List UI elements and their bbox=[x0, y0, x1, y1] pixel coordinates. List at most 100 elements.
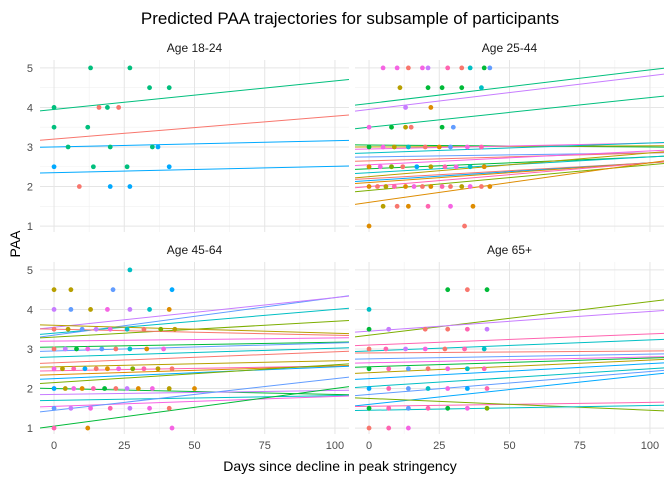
data-point bbox=[192, 386, 197, 391]
x-tick-label: 75 bbox=[259, 440, 271, 452]
trajectory-line bbox=[355, 161, 664, 189]
data-point bbox=[453, 164, 459, 170]
y-tick-label: 5 bbox=[27, 265, 33, 277]
trajectory-line bbox=[355, 362, 664, 380]
data-point bbox=[79, 386, 85, 391]
data-point bbox=[464, 326, 470, 332]
trajectory-line bbox=[355, 358, 664, 374]
trajectory-line bbox=[40, 347, 349, 358]
data-point bbox=[116, 366, 122, 372]
facet-label: Age 65+ bbox=[487, 243, 532, 257]
data-point bbox=[127, 405, 133, 411]
data-point bbox=[425, 85, 431, 91]
data-point bbox=[422, 346, 428, 352]
data-point bbox=[467, 65, 473, 71]
data-point bbox=[462, 346, 467, 352]
data-point bbox=[60, 366, 65, 372]
data-point bbox=[450, 124, 456, 130]
data-point bbox=[107, 326, 113, 332]
data-point bbox=[459, 85, 465, 91]
trajectory-line bbox=[40, 365, 349, 372]
data-point bbox=[166, 386, 172, 391]
data-point bbox=[425, 386, 431, 391]
x-tick-label: 0 bbox=[51, 440, 57, 452]
data-point bbox=[107, 405, 113, 411]
data-point bbox=[107, 184, 113, 189]
data-point bbox=[403, 346, 408, 352]
data-point bbox=[110, 287, 116, 293]
data-point bbox=[85, 425, 91, 431]
data-point bbox=[481, 164, 487, 170]
data-point bbox=[155, 366, 161, 372]
trajectory-line bbox=[355, 161, 664, 185]
facet-panel bbox=[355, 60, 664, 232]
trajectory-line bbox=[355, 356, 664, 364]
facet-panel bbox=[40, 60, 349, 232]
data-point bbox=[172, 326, 178, 332]
data-point bbox=[403, 184, 408, 189]
data-point bbox=[366, 144, 372, 150]
data-point bbox=[428, 164, 434, 170]
data-point bbox=[405, 425, 411, 431]
data-point bbox=[405, 65, 411, 71]
data-point bbox=[169, 287, 175, 293]
data-point bbox=[366, 366, 372, 372]
data-point bbox=[124, 386, 130, 391]
data-point bbox=[411, 184, 417, 189]
data-point bbox=[386, 366, 392, 372]
trajectory-line bbox=[40, 389, 349, 396]
data-point bbox=[448, 144, 453, 150]
data-point bbox=[420, 184, 425, 189]
data-point bbox=[169, 425, 175, 431]
data-point bbox=[425, 366, 431, 372]
data-point bbox=[397, 85, 403, 91]
data-point bbox=[380, 203, 386, 209]
trajectory-line bbox=[355, 149, 664, 166]
data-point bbox=[479, 184, 484, 189]
y-tick-label: 1 bbox=[27, 423, 33, 435]
data-point bbox=[403, 124, 408, 130]
data-point bbox=[51, 366, 57, 372]
data-point bbox=[155, 144, 161, 150]
data-point bbox=[51, 164, 57, 170]
data-point bbox=[166, 307, 172, 312]
data-point bbox=[479, 85, 484, 91]
trajectory-line bbox=[40, 360, 349, 368]
trajectory-line bbox=[355, 95, 664, 130]
data-point bbox=[389, 124, 394, 130]
y-tick-label: 3 bbox=[27, 344, 33, 356]
trajectory-line bbox=[355, 151, 664, 179]
data-point bbox=[383, 184, 389, 189]
data-point bbox=[405, 386, 411, 391]
data-point bbox=[144, 346, 150, 352]
data-point bbox=[161, 346, 167, 352]
data-point bbox=[422, 144, 428, 150]
data-point bbox=[462, 223, 467, 229]
trajectory-line bbox=[355, 299, 664, 338]
trajectory-line bbox=[355, 67, 664, 106]
trajectory-line bbox=[355, 357, 664, 368]
data-point bbox=[445, 287, 451, 293]
data-point bbox=[445, 326, 451, 332]
x-tick-label: 25 bbox=[433, 440, 445, 452]
data-point bbox=[166, 405, 172, 411]
x-tick-label: 100 bbox=[326, 440, 344, 452]
data-point bbox=[65, 326, 71, 332]
data-point bbox=[366, 425, 372, 431]
data-point bbox=[467, 164, 473, 170]
data-point bbox=[93, 326, 99, 332]
trajectory-line bbox=[40, 324, 349, 335]
data-point bbox=[391, 184, 397, 189]
data-point bbox=[394, 65, 400, 71]
data-point bbox=[405, 144, 411, 150]
trajectory-line bbox=[40, 295, 349, 330]
data-point bbox=[428, 105, 434, 110]
facet-label: Age 18-24 bbox=[167, 41, 223, 55]
data-point bbox=[65, 144, 71, 150]
data-point bbox=[464, 386, 470, 391]
data-point bbox=[464, 366, 470, 372]
data-point bbox=[99, 346, 105, 352]
data-point bbox=[375, 184, 380, 189]
data-point bbox=[436, 144, 442, 150]
